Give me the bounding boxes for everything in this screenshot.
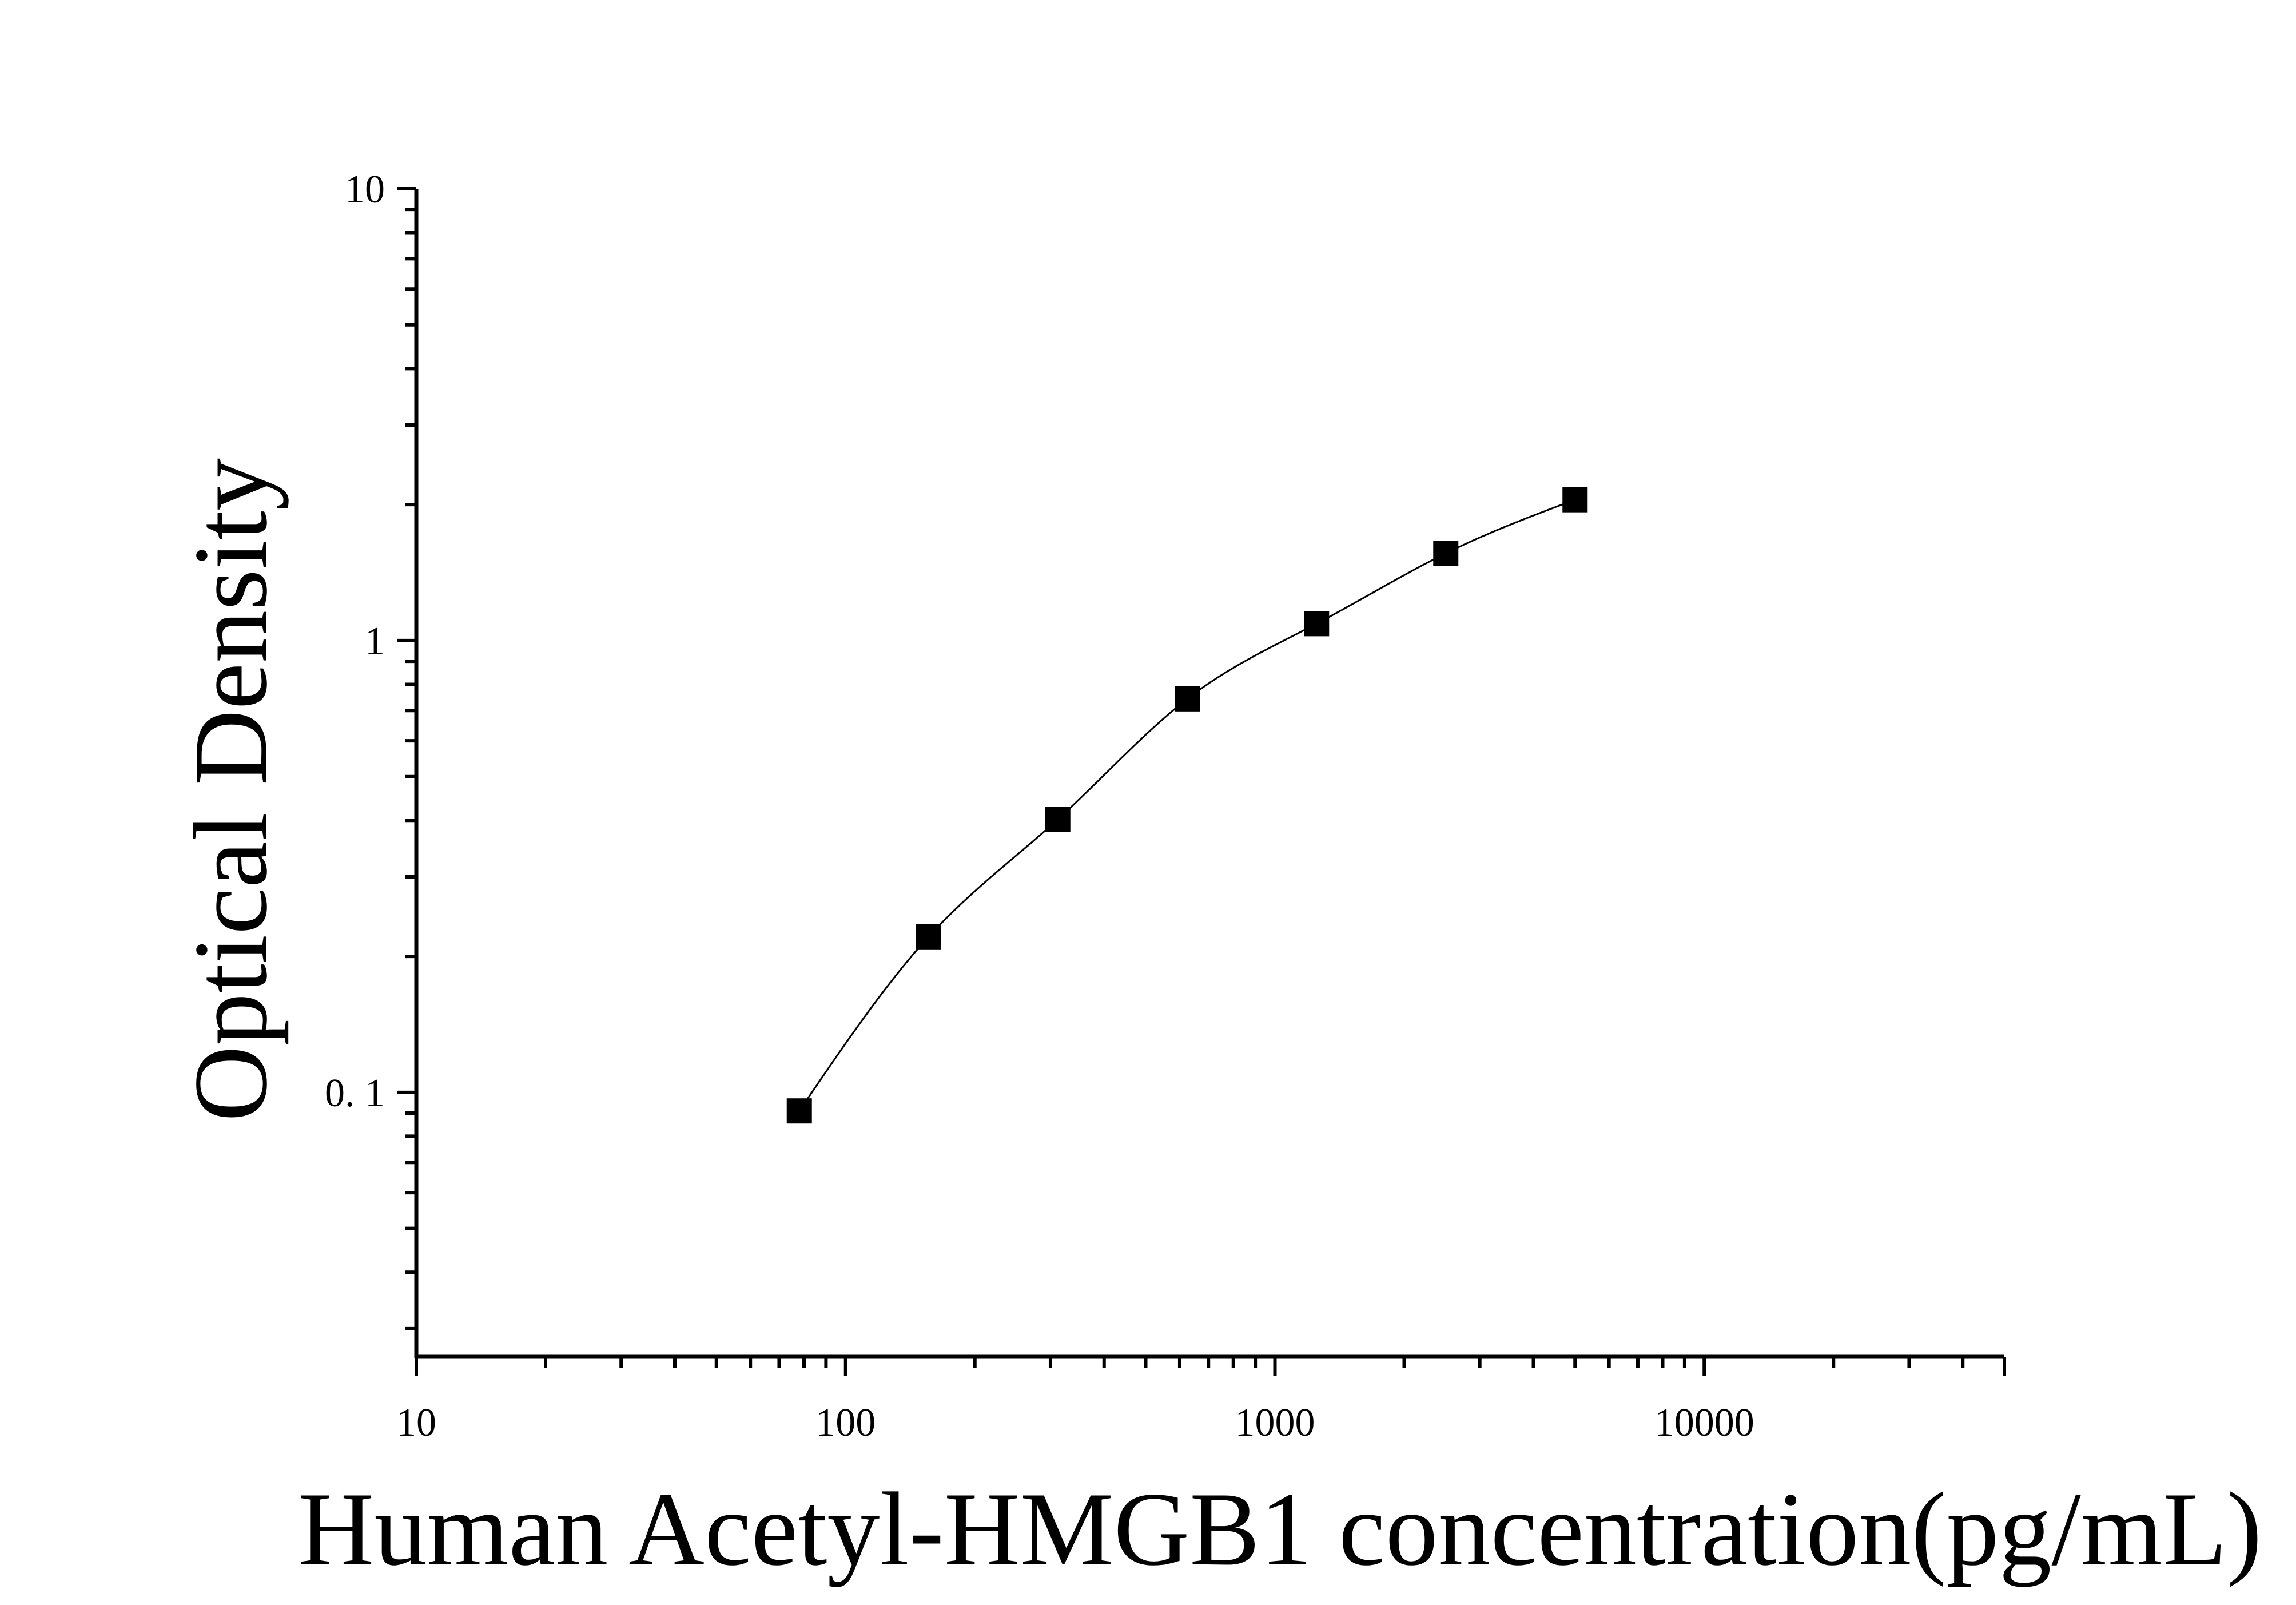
data-point [786,1098,812,1124]
x-tick-label: 10 [396,1401,436,1445]
x-tick-label: 1000 [1235,1401,1315,1445]
y-axis-tick-labels: 0. 1 1 10 [325,168,385,1115]
x-axis-tick-labels: 10 100 1000 10000 [396,1401,1754,1445]
x-axis-title: Human Acetyl-HMGB1 concentration(pg/mL) [299,1471,2262,1587]
data-point [916,924,941,950]
y-axis-title: Optical Density [172,458,289,1122]
data-points [786,487,1588,1124]
data-point [1433,541,1459,566]
x-tick-label: 10000 [1654,1401,1754,1445]
data-point [1175,686,1200,712]
data-point [1562,487,1588,513]
y-tick-label: 10 [345,168,385,212]
data-point [1304,611,1330,637]
y-axis-ticks [397,187,416,1330]
x-axis-ticks [415,1357,2006,1376]
data-point [1045,807,1071,832]
y-tick-label: 1 [365,619,385,664]
axes [414,189,2004,1359]
y-tick-label: 0. 1 [325,1071,385,1115]
fit-curve [798,499,1575,1112]
x-tick-label: 100 [815,1401,876,1445]
